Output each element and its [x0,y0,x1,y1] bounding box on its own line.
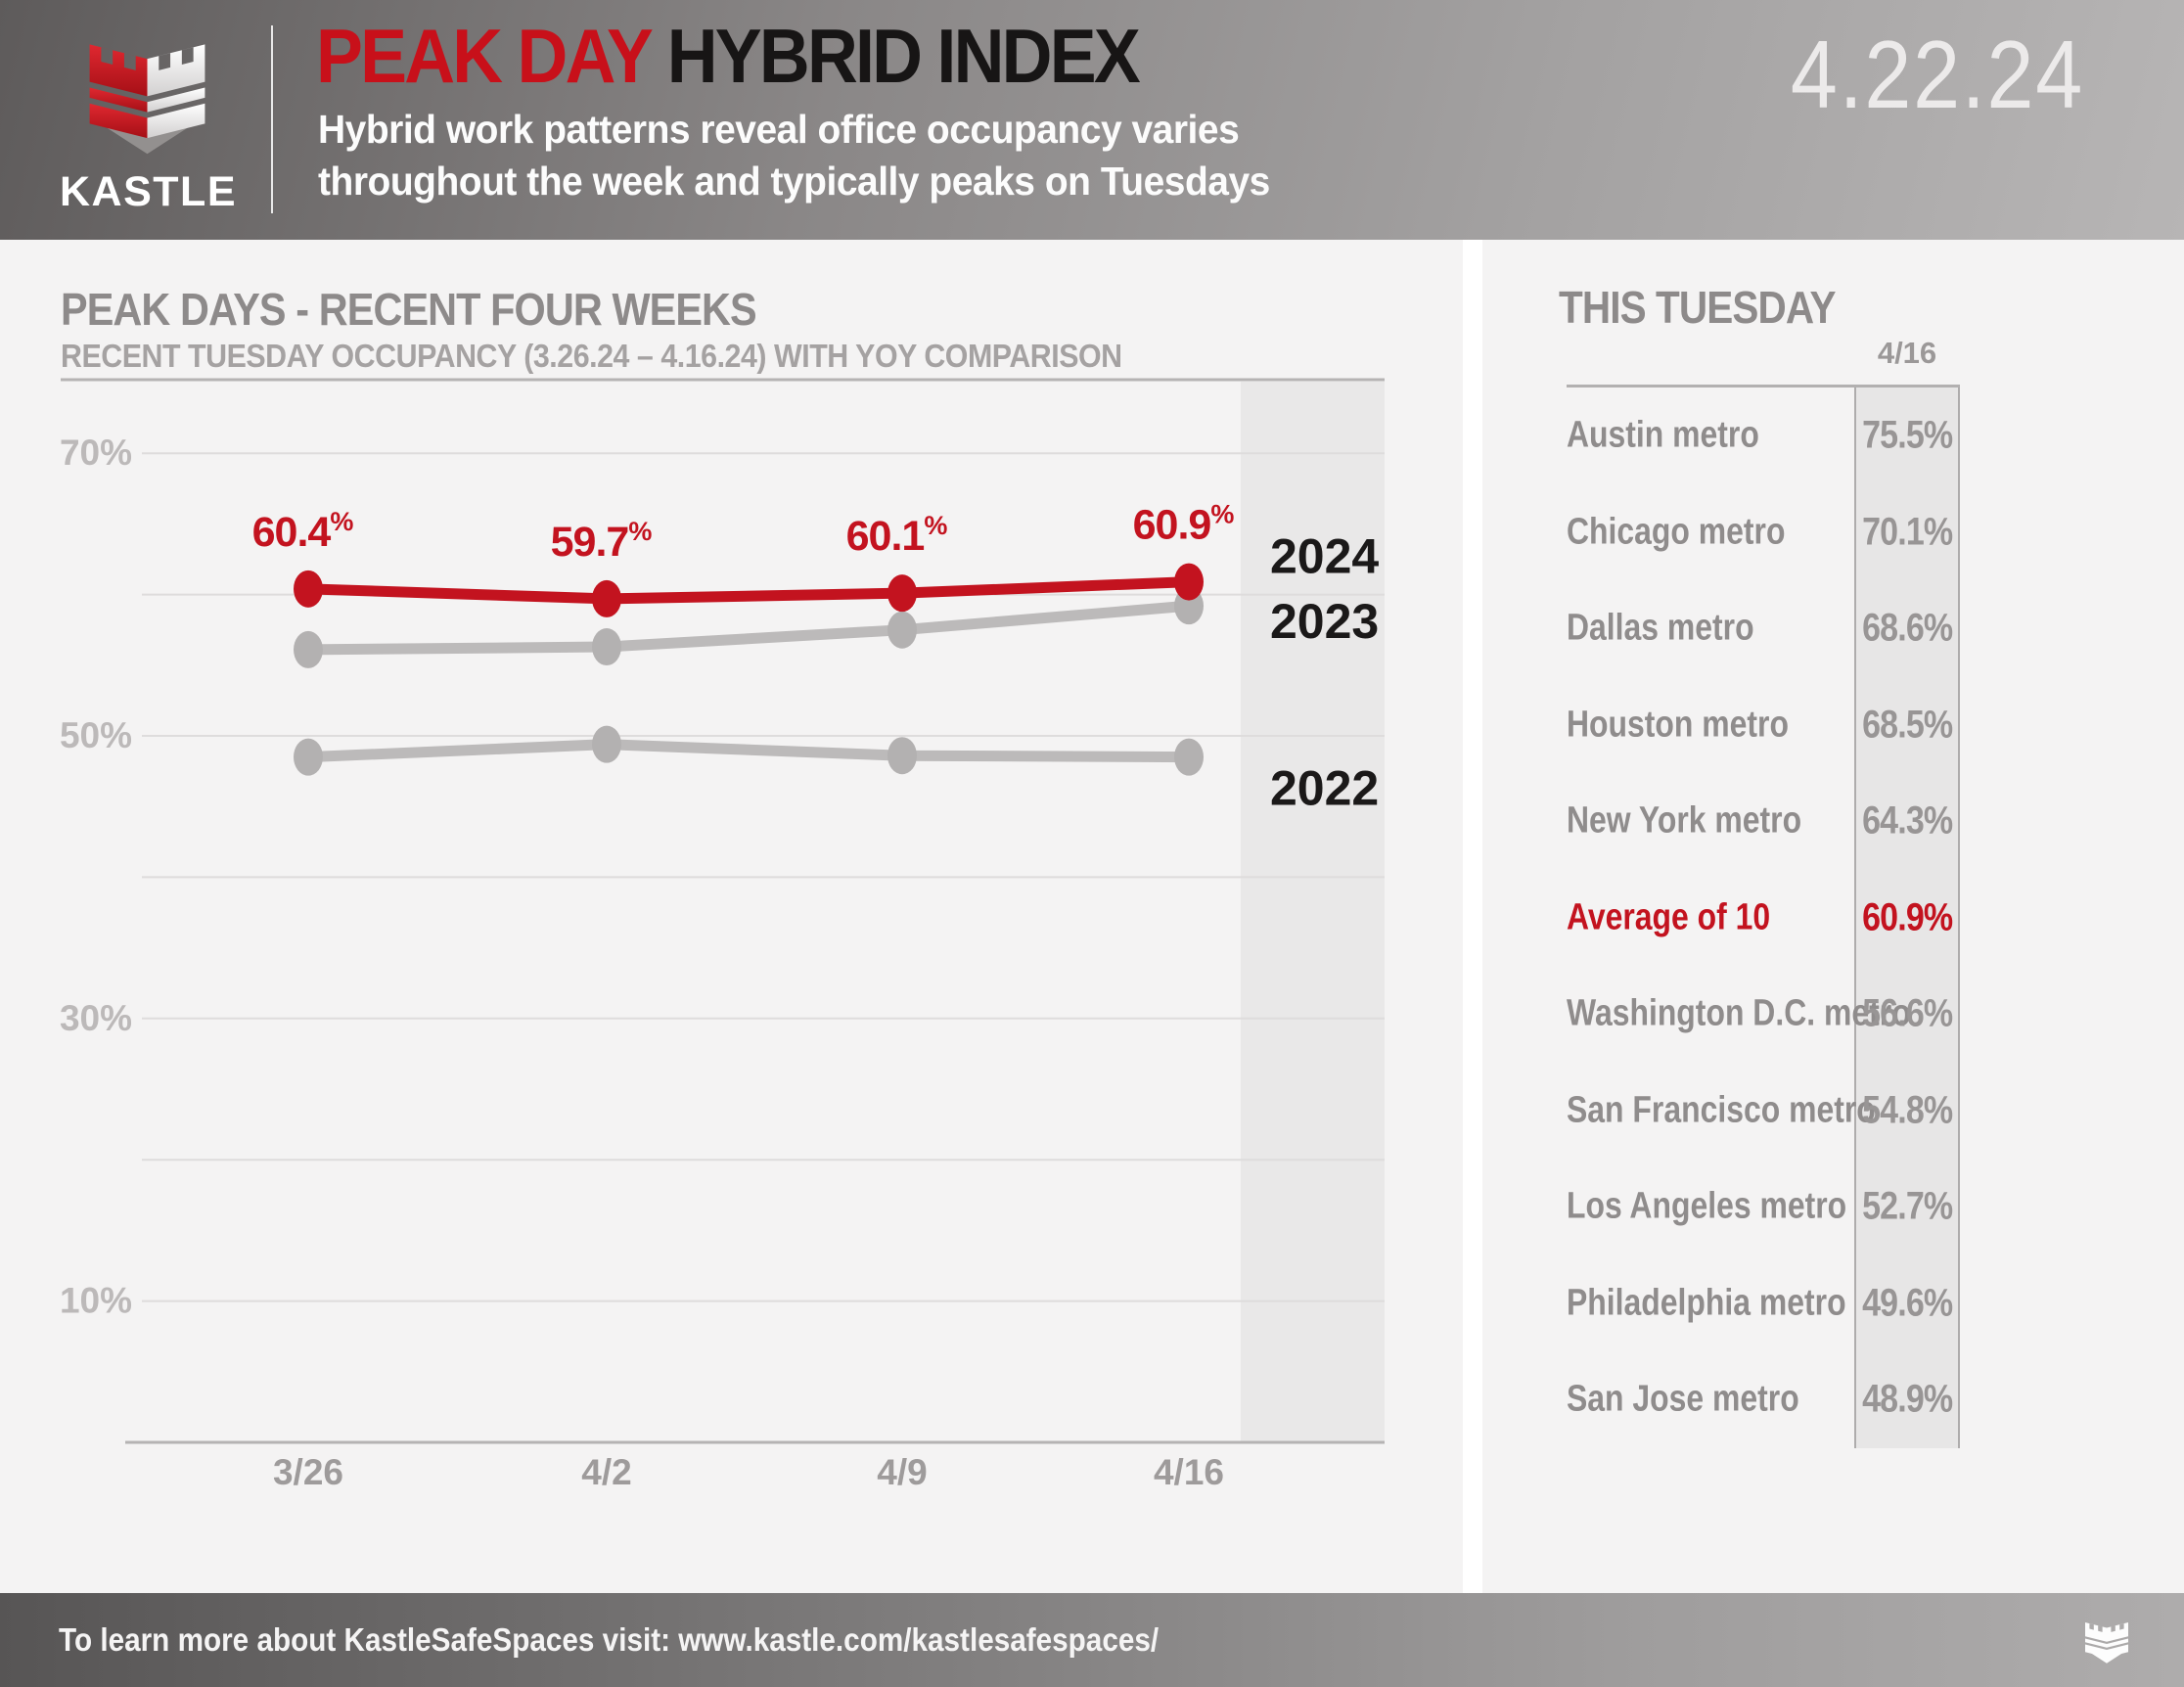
metro-value: 48.9% [1862,1377,1953,1421]
metro-label: Washington D.C. metro [1567,992,1911,1034]
data-label: 59.7% [551,517,653,566]
page-title-red: PEAK DAY [316,13,654,99]
y-tick-label: 70% [60,433,132,473]
table-row: New York metro 64.3% [1567,773,1960,870]
metro-value: 70.1% [1862,510,1953,554]
data-point-2022 [1174,738,1204,776]
data-point-2024 [592,579,621,617]
metro-value: 68.5% [1862,703,1953,747]
castle-band-left [89,103,148,139]
header-band: KASTLE PEAK DAY HYBRID INDEX Hybrid work … [0,0,2184,240]
table-row: San Jose metro 48.9% [1567,1351,1960,1448]
table-row: Average of 10 60.9% [1567,870,1960,967]
castle-lip-left [89,87,148,113]
metro-value: 68.6% [1862,606,1953,650]
table-row: Washington D.C. metro 56.6% [1567,966,1960,1063]
page-title: PEAK DAY HYBRID INDEX [316,12,1141,101]
table-column-header: 4/16 [1877,336,1937,370]
chart-title: PEAK DAYS - RECENT FOUR WEEKS [61,284,757,335]
report-date: 4.22.24 [1790,21,2084,128]
data-point-2023 [592,628,621,666]
series-line-2023 [302,600,1195,656]
metro-label: Average of 10 [1567,896,1771,938]
y-tick-label: 50% [60,715,132,755]
metro-table-rows: Austin metro 75.5% Chicago metro 70.1% Dalla… [1567,388,1960,1448]
castle-crown-left [89,44,148,97]
castle-lip-right [147,87,205,113]
castle-band-right [147,103,205,139]
page-subtitle-line2: throughout the week and typically peaks … [318,159,1270,204]
table-row: San Francisco metro 54.8% [1567,1063,1960,1160]
page-title-dark: HYBRID INDEX [666,13,1141,99]
occupancy-line-chart: 70% 50% 30% 10% 3/26 4/2 4/9 4/16 60.4% 59.7% 60.1… [60,378,1385,1492]
series-line-2024 [302,576,1195,605]
y-tick-label: 30% [60,998,132,1038]
metro-label: New York metro [1567,799,1802,842]
metro-value: 49.6% [1862,1281,1953,1325]
table-row: Chicago metro 70.1% [1567,484,1960,581]
metro-label: Chicago metro [1567,511,1786,553]
metro-label: San Jose metro [1567,1378,1799,1420]
footer-band: To learn more about KastleSafeSpaces vis… [0,1593,2184,1687]
x-tick-label: 3/26 [273,1452,343,1492]
metro-label: Los Angeles metro [1567,1185,1847,1227]
metro-label: Philadelphia metro [1567,1282,1846,1324]
data-point-2024 [1174,563,1204,601]
footer-castle-icon [2085,1621,2128,1664]
data-point-2022 [592,725,621,763]
data-point-2023 [887,611,917,649]
metro-value: 52.7% [1862,1184,1953,1228]
data-point-2024 [887,574,917,613]
table-title: THIS TUESDAY [1559,282,1836,333]
chart-panel: 70% 50% 30% 10% 3/26 4/2 4/9 4/16 60.4% 59.7% 60.1… [0,240,1463,1593]
metro-value: 75.5% [1862,413,1953,457]
series-year-label: 2022 [1270,761,1379,816]
header-divider [271,25,273,213]
series-year-label: 2023 [1270,594,1379,649]
kastle-logo-icon [89,44,205,155]
highlight-band [1241,382,1385,1442]
metro-table: Austin metro 75.5% Chicago metro 70.1% Dalla… [1567,385,1960,1448]
table-row: Philadelphia metro 49.6% [1567,1255,1960,1352]
series-line-2022 [302,739,1195,763]
table-row: Dallas metro 68.6% [1567,580,1960,677]
metro-label: Dallas metro [1567,607,1754,649]
page-subtitle-line1: Hybrid work patterns reveal office occup… [318,107,1240,152]
data-label: 60.9% [1133,500,1235,549]
chart-subtitle: RECENT TUESDAY OCCUPANCY (3.26.24 – 4.16… [61,338,1122,374]
metro-value: 56.6% [1862,991,1953,1035]
footer-text: To learn more about KastleSafeSpaces vis… [59,1621,1160,1658]
data-point-2024 [294,570,323,608]
data-label: 60.4% [252,507,354,556]
x-tick-label: 4/9 [877,1452,927,1492]
data-point-2023 [294,630,323,668]
metro-label: Houston metro [1567,704,1789,746]
value-column-shade [1854,388,1960,1448]
data-point-2022 [294,738,323,776]
table-row: Houston metro 68.5% [1567,677,1960,774]
y-tick-label: 10% [60,1281,132,1321]
metro-label: Austin metro [1567,414,1759,456]
metro-value: 60.9% [1862,895,1953,939]
castle-crown-right [147,44,205,97]
metro-value: 54.8% [1862,1088,1953,1132]
x-tick-label: 4/2 [581,1452,631,1492]
metro-label: San Francisco metro [1567,1089,1876,1131]
page-subtitle: Hybrid work patterns reveal office occup… [318,104,1270,207]
table-row: Los Angeles metro 52.7% [1567,1159,1960,1255]
this-tuesday-panel: THIS TUESDAY 4/16 Austin metro 75.5% Chica… [1482,240,2184,1593]
data-label: 60.1% [846,511,948,560]
kastle-wordmark: KASTLE [60,168,237,215]
x-tick-label: 4/16 [1154,1452,1224,1492]
data-point-2022 [887,737,917,775]
metro-value: 64.3% [1862,798,1953,843]
table-row: Austin metro 75.5% [1567,388,1960,484]
series-year-label: 2024 [1270,529,1379,584]
